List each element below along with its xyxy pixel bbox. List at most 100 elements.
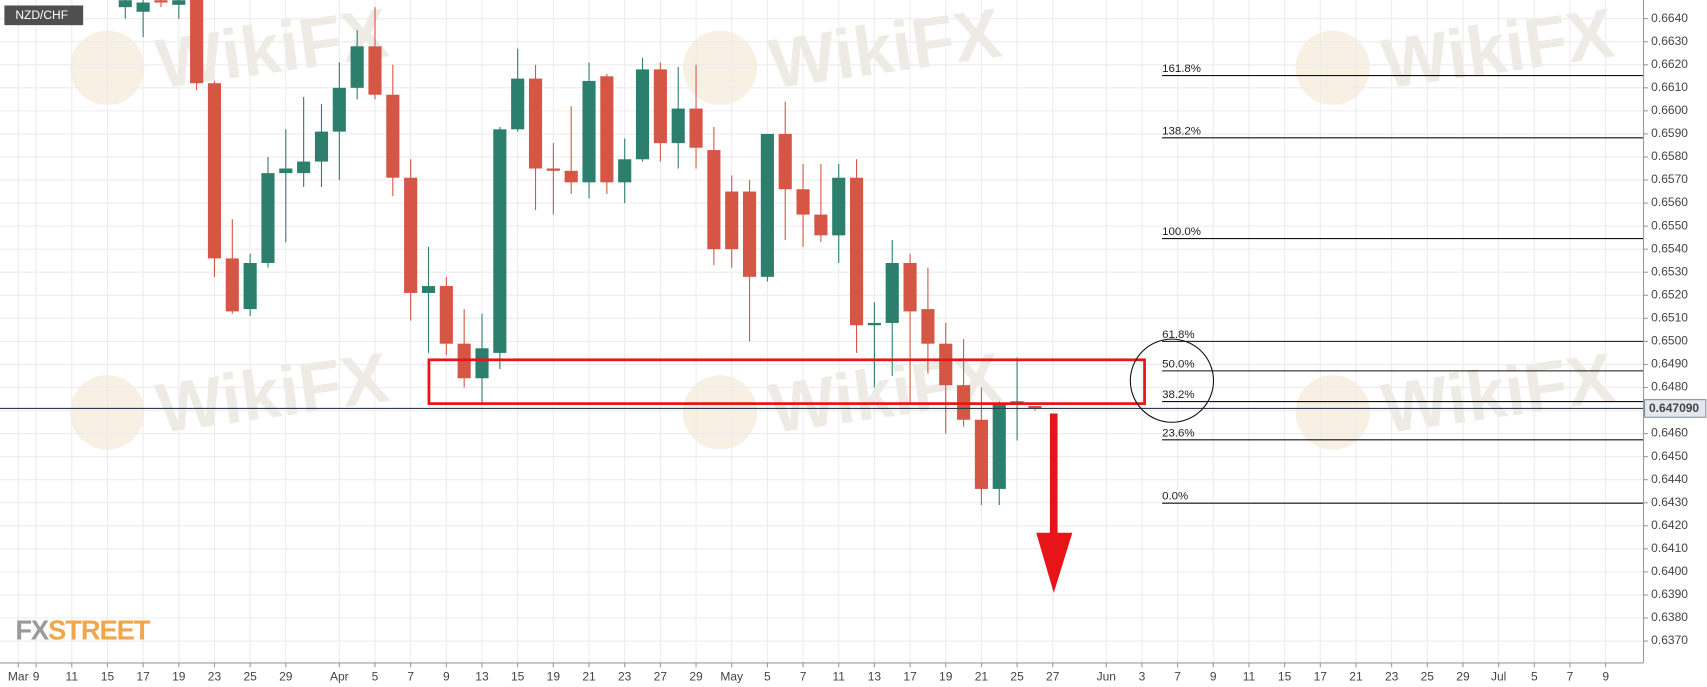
fib-label: 0.0% — [1162, 491, 1188, 503]
x-tick-label: 21 — [975, 669, 989, 683]
y-tick-label: 0.6410 — [1651, 541, 1688, 555]
candle-body — [172, 0, 186, 5]
watermark-icon — [1295, 375, 1370, 450]
y-tick-label: 0.6400 — [1651, 564, 1688, 578]
fib-label: 38.2% — [1162, 389, 1195, 401]
y-tick-label: 0.6480 — [1651, 380, 1688, 394]
candle-body — [225, 258, 239, 312]
x-tick-label: 25 — [1010, 669, 1024, 683]
candle-body — [689, 108, 703, 148]
x-tick-label: 19 — [939, 669, 953, 683]
x-tick-label: 11 — [832, 669, 845, 683]
y-tick-label: 0.6590 — [1651, 126, 1688, 140]
candle-body — [939, 343, 953, 386]
x-tick-label: 9 — [1602, 669, 1609, 683]
x-tick-label: 17 — [903, 669, 917, 683]
candle-body — [404, 177, 418, 293]
candle-body — [368, 46, 382, 95]
candle-body — [671, 108, 685, 144]
y-tick-label: 0.6390 — [1651, 587, 1688, 601]
arrow-head — [1036, 532, 1073, 593]
y-tick-label: 0.6630 — [1651, 34, 1688, 48]
y-tick-label: 0.6620 — [1651, 57, 1688, 71]
x-tick-label: 7 — [800, 669, 807, 683]
x-tick-label: 17 — [136, 669, 150, 683]
candle-body — [760, 133, 774, 277]
x-tick-label: 23 — [208, 669, 222, 683]
x-tick-label: 29 — [1456, 669, 1470, 683]
candle-body — [849, 177, 864, 326]
x-tick-label: 13 — [475, 669, 489, 683]
y-tick-label: 0.6380 — [1651, 610, 1688, 624]
candle-body — [546, 168, 560, 171]
annotations: 161.8% 138.2% 100.0% 61.8% 50.0% 38.2% 23.6% 0.… — [0, 5, 1644, 646]
x-tick-label: Jul — [1491, 669, 1506, 683]
candle-body — [243, 263, 257, 310]
y-tick-label: 0.6490 — [1651, 357, 1688, 371]
candle-body — [386, 94, 400, 178]
candle-body — [154, 0, 168, 3]
x-tick-label: 15 — [1278, 669, 1292, 683]
y-tick-label: 0.6520 — [1651, 287, 1688, 301]
candle-body — [493, 129, 507, 353]
x-tick-label: 19 — [547, 669, 561, 683]
candle-body — [582, 80, 596, 183]
y-tick-label: 0.6500 — [1651, 334, 1688, 348]
candle-body — [136, 2, 150, 12]
x-tick-label: 15 — [101, 669, 115, 683]
candle-body — [528, 78, 543, 169]
fib-label: 61.8% — [1162, 329, 1195, 341]
candle-body — [421, 286, 436, 293]
y-tick-label: 0.6370 — [1651, 633, 1688, 647]
x-tick-label: 5 — [372, 669, 379, 683]
x-tick-label: 9 — [33, 669, 40, 683]
watermark-icon — [682, 30, 758, 106]
x-tick-label: 21 — [582, 669, 596, 683]
y-tick-label: 0.6600 — [1651, 103, 1688, 117]
candle-body — [832, 177, 846, 236]
y-tick-label: 0.6420 — [1651, 518, 1688, 532]
x-tick-label: Jun — [1097, 669, 1116, 683]
x-tick-label: May — [720, 669, 743, 683]
candle-body — [297, 161, 311, 174]
candle-body — [742, 191, 757, 277]
y-tick-label: 0.6450 — [1651, 449, 1688, 463]
candle-body — [279, 168, 293, 174]
x-tick-label: 29 — [689, 669, 703, 683]
candle-body — [207, 83, 222, 259]
current-price-label: 0.647090 — [1649, 401, 1699, 415]
x-tick-label: 7 — [407, 669, 414, 683]
y-tick-label: 0.6560 — [1651, 195, 1688, 209]
candle-body — [618, 159, 632, 183]
candle-body — [814, 214, 828, 236]
logo-street: STREET — [48, 615, 151, 646]
logo-fx: FX — [15, 615, 49, 646]
x-tick-label: 25 — [1421, 669, 1435, 683]
y-tick-label: 0.6510 — [1651, 311, 1688, 325]
grid — [0, 0, 1644, 663]
fib-label: 50.0% — [1162, 358, 1195, 370]
fib-label: 23.6% — [1162, 427, 1195, 439]
watermark-icon — [682, 375, 758, 450]
x-tick-label: 13 — [868, 669, 882, 683]
y-tick-label: 0.6550 — [1651, 218, 1688, 232]
x-tick-label: 3 — [1139, 669, 1146, 683]
candle-body — [314, 131, 329, 162]
logo: FXSTREET — [15, 615, 150, 646]
title-box — [4, 5, 84, 26]
plot-area — [118, 0, 1042, 506]
y-tick-label: 0.6640 — [1651, 11, 1688, 25]
candle-body — [332, 87, 346, 132]
fib-label: 100.0% — [1162, 226, 1201, 238]
x-tick-label: 9 — [1210, 669, 1217, 683]
y-tick-label: 0.6540 — [1651, 241, 1688, 255]
x-tick-label: 7 — [1567, 669, 1574, 683]
candle-body — [974, 419, 988, 489]
x-tick-label: 5 — [764, 669, 771, 683]
x-tick-label: 11 — [66, 669, 79, 683]
current-price-box — [1644, 399, 1707, 418]
x-tick-label: 21 — [1349, 669, 1363, 683]
y-tick-label: 0.6440 — [1651, 472, 1688, 486]
